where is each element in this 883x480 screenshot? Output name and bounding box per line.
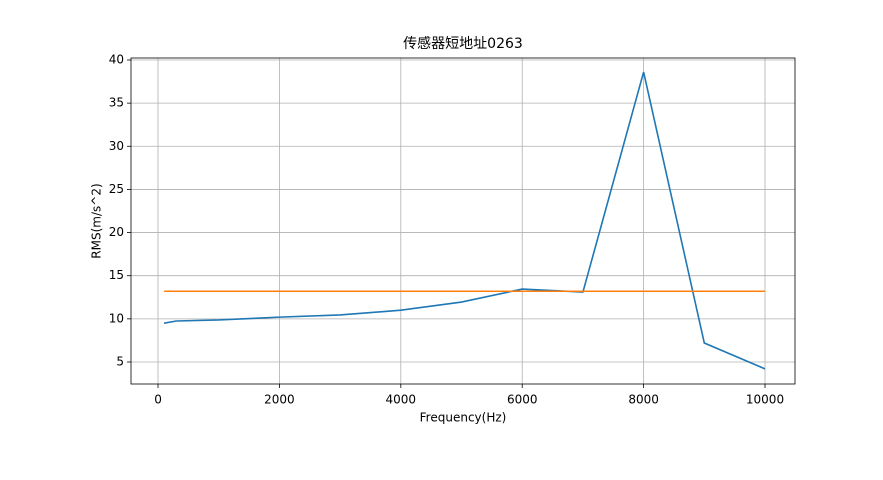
x-tick-label: 2000 xyxy=(264,393,295,407)
y-tick-label: 15 xyxy=(109,268,124,282)
x-tick-label: 10000 xyxy=(746,393,784,407)
line-series xyxy=(163,71,766,370)
y-tick-label: 40 xyxy=(109,52,124,66)
y-tick-label: 35 xyxy=(109,96,124,110)
y-tick-label: 30 xyxy=(109,139,124,153)
x-tick-label: 4000 xyxy=(386,393,417,407)
x-tick-label: 6000 xyxy=(507,393,538,407)
y-tick-label: 20 xyxy=(109,225,124,239)
x-tick-label: 0 xyxy=(154,393,162,407)
y-tick-label: 10 xyxy=(109,311,124,325)
plot-frame xyxy=(130,57,796,385)
chart-title: 传感器短地址0263 xyxy=(403,35,523,52)
x-tick-label: 8000 xyxy=(628,393,659,407)
y-tick-label: 5 xyxy=(116,354,124,368)
x-axis-label: Frequency(Hz) xyxy=(420,411,507,425)
y-axis-label: RMS(m/s^2) xyxy=(90,183,104,258)
y-tick-label: 25 xyxy=(109,182,124,196)
